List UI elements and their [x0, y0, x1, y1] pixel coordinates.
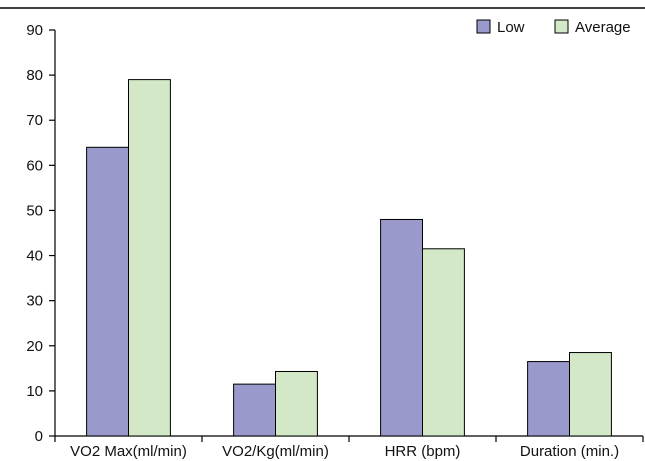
bar-low [86, 146, 130, 437]
bar-low [380, 218, 424, 437]
bar-average [128, 79, 171, 437]
legend: Low Average [476, 19, 631, 36]
y-tick-label: 90 [26, 22, 43, 39]
x-category-label: Duration (min.) [520, 443, 619, 460]
y-tick-label: 0 [35, 428, 43, 445]
bar-low [233, 383, 276, 437]
legend-label-low: Low [497, 19, 525, 36]
bar-average [275, 370, 318, 437]
x-axis: VO2 Max(ml/min) VO2/Kg(ml/min) HRR (bpm) Du… [54, 435, 644, 460]
x-category-label: VO2/Kg(ml/min) [222, 443, 329, 460]
legend-swatch-average [554, 19, 569, 34]
bars [86, 79, 612, 437]
y-tick-label: 80 [26, 67, 43, 84]
y-tick-label: 50 [26, 202, 43, 219]
y-tick-label: 30 [26, 293, 43, 310]
bar-average [422, 248, 465, 437]
y-tick-label: 40 [26, 248, 43, 265]
legend-swatch-low [476, 19, 491, 34]
y-tick-label: 70 [26, 112, 43, 129]
y-axis: 0 10 20 30 40 50 60 70 80 90 [26, 22, 56, 445]
x-category-label: VO2 Max(ml/min) [70, 443, 187, 460]
x-category-label: HRR (bpm) [385, 443, 461, 460]
y-tick-label: 60 [26, 157, 43, 174]
bar-average [569, 352, 612, 437]
bar-low [527, 361, 570, 437]
legend-label-average: Average [575, 19, 631, 36]
y-tick-label: 10 [26, 383, 43, 400]
y-tick-label: 20 [26, 338, 43, 355]
